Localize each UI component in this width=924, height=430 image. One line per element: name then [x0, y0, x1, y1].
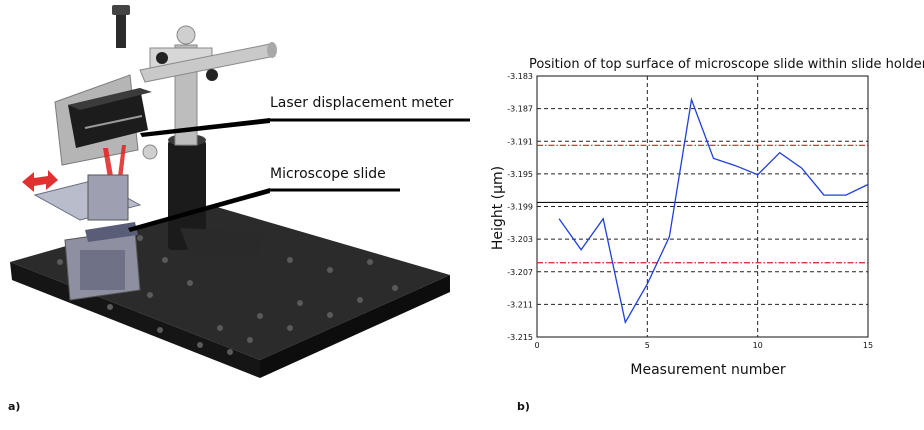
grid [537, 76, 868, 337]
y-tick-label: -3.215 [507, 333, 533, 342]
y-tick-label: -3.207 [507, 268, 533, 277]
reference-lines [537, 144, 868, 264]
x-axis-label: Measurement number [630, 362, 785, 378]
y-tick-label: -3.191 [507, 137, 533, 146]
sensor-cable [116, 10, 126, 48]
clamp-knob [206, 69, 218, 81]
series-line [558, 97, 869, 325]
x-tick-label: 10 [753, 341, 763, 350]
panel-label-b: b) [517, 400, 530, 413]
callout-microscope-slide: Microscope slide [270, 166, 386, 182]
microscope-slide [85, 222, 138, 242]
callout-line-laser [140, 118, 270, 137]
clamp-knob [156, 52, 168, 64]
y-tick-label: -3.183 [507, 72, 533, 81]
breadboard-side [260, 275, 450, 378]
chart-title: Position of top surface of microscope sl… [529, 57, 924, 72]
panel-label-a: a) [8, 400, 21, 413]
x-axis-ticks: 0 5 10 15 [534, 341, 873, 350]
callout-line-slide [128, 188, 270, 232]
motion-arrow-icon [22, 170, 58, 192]
apparatus-drawing [10, 5, 470, 378]
x-tick-label: 15 [863, 341, 873, 350]
y-axis-label: Height (µm) [490, 166, 506, 250]
post-holder [168, 140, 206, 250]
y-tick-label: -3.187 [507, 105, 533, 114]
callout-laser-displacement-meter: Laser displacement meter [270, 95, 454, 111]
y-tick-label: -3.211 [507, 300, 533, 309]
y-tick-label: -3.195 [507, 170, 533, 179]
y-tick-label: -3.203 [507, 235, 533, 244]
x-tick-label: 0 [534, 341, 539, 350]
series [558, 97, 869, 325]
y-axis-ticks: -3.183 -3.187 -3.191 -3.195 -3.199 -3.203 -3.2… [507, 72, 533, 342]
y-tick-label: -3.199 [507, 203, 533, 212]
apparatus-illustration: Laser displacement meter Microscope slid… [10, 5, 470, 378]
x-tick-label: 5 [645, 341, 650, 350]
height-chart: Position of top surface of microscope sl… [490, 57, 924, 378]
clamp-fork [180, 228, 262, 258]
